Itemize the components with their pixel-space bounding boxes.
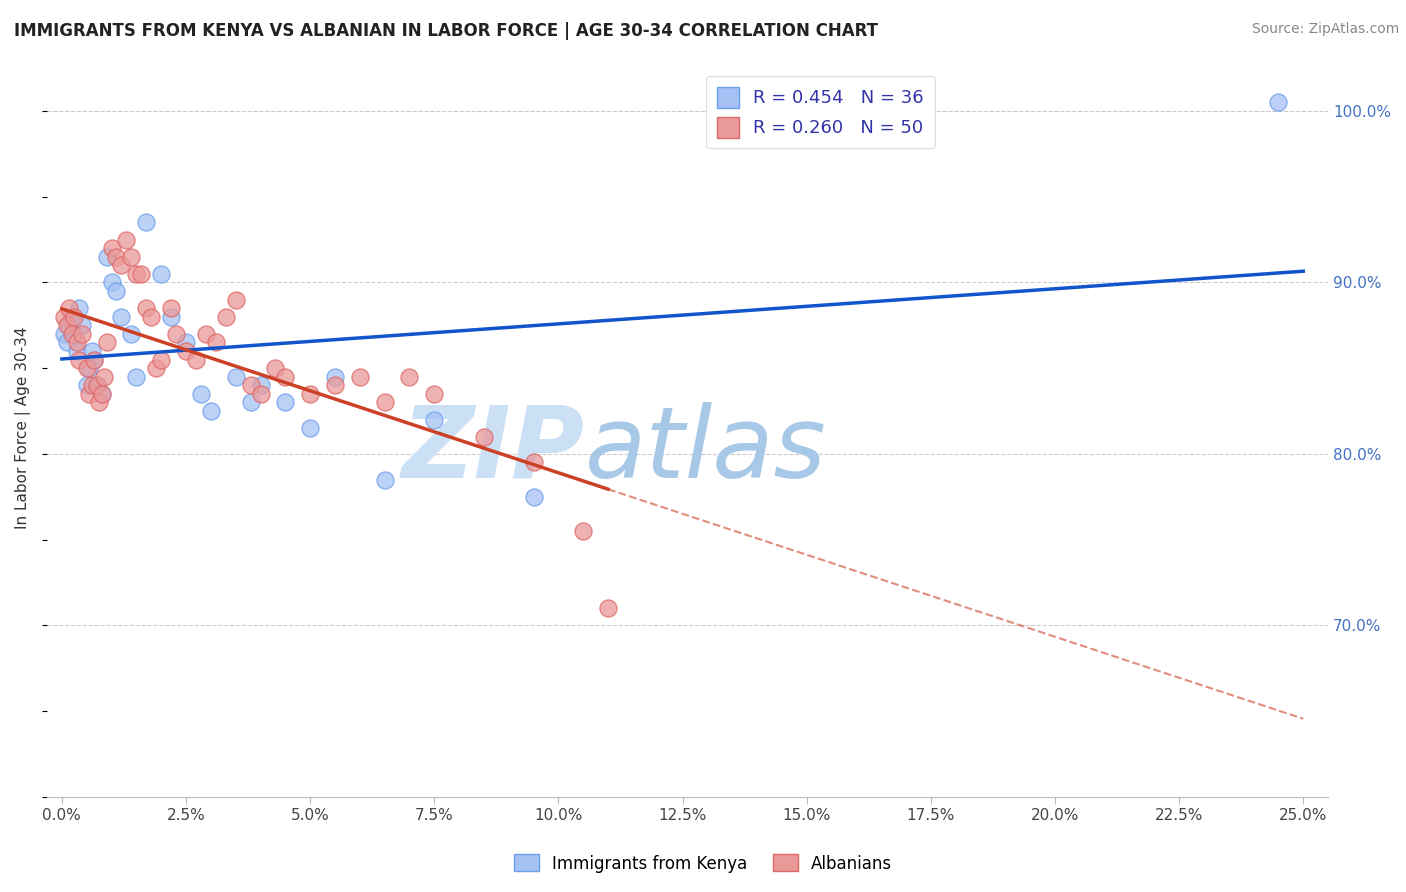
- Point: [100, 241, 122, 255]
- Point: [572, 524, 595, 538]
- Point: [76, 378, 98, 392]
- Point: [323, 369, 346, 384]
- Point: [150, 352, 173, 367]
- Point: [1267, 95, 1289, 110]
- Point: [67, 301, 90, 315]
- Text: IMMIGRANTS FROM KENYA VS ALBANIAN IN LABOR FORCE | AGE 30-34 CORRELATION CHART: IMMIGRANTS FROM KENYA VS ALBANIAN IN LAB…: [14, 22, 879, 40]
- Point: [239, 378, 262, 392]
- Point: [225, 293, 247, 307]
- Point: [131, 267, 153, 281]
- Point: [86, 378, 108, 392]
- Point: [115, 233, 138, 247]
- Point: [299, 421, 322, 435]
- Point: [225, 369, 247, 384]
- Point: [63, 310, 86, 324]
- Point: [200, 404, 222, 418]
- Point: [523, 490, 546, 504]
- Point: [96, 335, 118, 350]
- Point: [523, 455, 546, 469]
- Point: [96, 250, 118, 264]
- Point: [86, 378, 108, 392]
- Point: [110, 258, 132, 272]
- Point: [190, 387, 212, 401]
- Point: [70, 318, 93, 333]
- Point: [215, 310, 238, 324]
- Point: [67, 352, 90, 367]
- Point: [374, 395, 396, 409]
- Point: [274, 395, 297, 409]
- Point: [110, 310, 132, 324]
- Point: [249, 378, 271, 392]
- Point: [63, 326, 86, 341]
- Point: [60, 326, 83, 341]
- Point: [80, 343, 103, 358]
- Point: [472, 430, 495, 444]
- Point: [58, 318, 80, 333]
- Point: [239, 395, 262, 409]
- Text: Source: ZipAtlas.com: Source: ZipAtlas.com: [1251, 22, 1399, 37]
- Y-axis label: In Labor Force | Age 30-34: In Labor Force | Age 30-34: [15, 326, 31, 529]
- Point: [349, 369, 371, 384]
- Text: ZIP: ZIP: [402, 401, 585, 499]
- Point: [135, 215, 157, 229]
- Point: [66, 335, 89, 350]
- Point: [93, 369, 115, 384]
- Point: [120, 326, 142, 341]
- Point: [184, 352, 207, 367]
- Point: [80, 378, 103, 392]
- Point: [53, 326, 76, 341]
- Point: [249, 387, 271, 401]
- Point: [125, 267, 148, 281]
- Point: [150, 267, 173, 281]
- Point: [76, 361, 98, 376]
- Point: [87, 395, 110, 409]
- Point: [90, 387, 112, 401]
- Point: [83, 352, 105, 367]
- Point: [120, 250, 142, 264]
- Point: [105, 250, 128, 264]
- Point: [264, 361, 287, 376]
- Point: [374, 473, 396, 487]
- Point: [174, 335, 197, 350]
- Point: [70, 326, 93, 341]
- Point: [58, 301, 80, 315]
- Point: [160, 310, 183, 324]
- Point: [90, 387, 112, 401]
- Point: [141, 310, 163, 324]
- Point: [160, 301, 183, 315]
- Point: [77, 361, 100, 376]
- Point: [423, 387, 446, 401]
- Point: [125, 369, 148, 384]
- Point: [204, 335, 226, 350]
- Text: atlas: atlas: [585, 401, 827, 499]
- Point: [100, 276, 122, 290]
- Point: [105, 284, 128, 298]
- Point: [77, 387, 100, 401]
- Point: [66, 343, 89, 358]
- Point: [598, 601, 620, 615]
- Point: [60, 310, 83, 324]
- Point: [83, 352, 105, 367]
- Point: [165, 326, 187, 341]
- Legend: Immigrants from Kenya, Albanians: Immigrants from Kenya, Albanians: [508, 847, 898, 880]
- Point: [56, 335, 79, 350]
- Point: [299, 387, 322, 401]
- Point: [423, 412, 446, 426]
- Point: [135, 301, 157, 315]
- Point: [274, 369, 297, 384]
- Point: [174, 343, 197, 358]
- Point: [145, 361, 167, 376]
- Point: [398, 369, 420, 384]
- Point: [194, 326, 217, 341]
- Legend: R = 0.454   N = 36, R = 0.260   N = 50: R = 0.454 N = 36, R = 0.260 N = 50: [706, 76, 935, 148]
- Point: [53, 310, 76, 324]
- Point: [323, 378, 346, 392]
- Point: [56, 318, 79, 333]
